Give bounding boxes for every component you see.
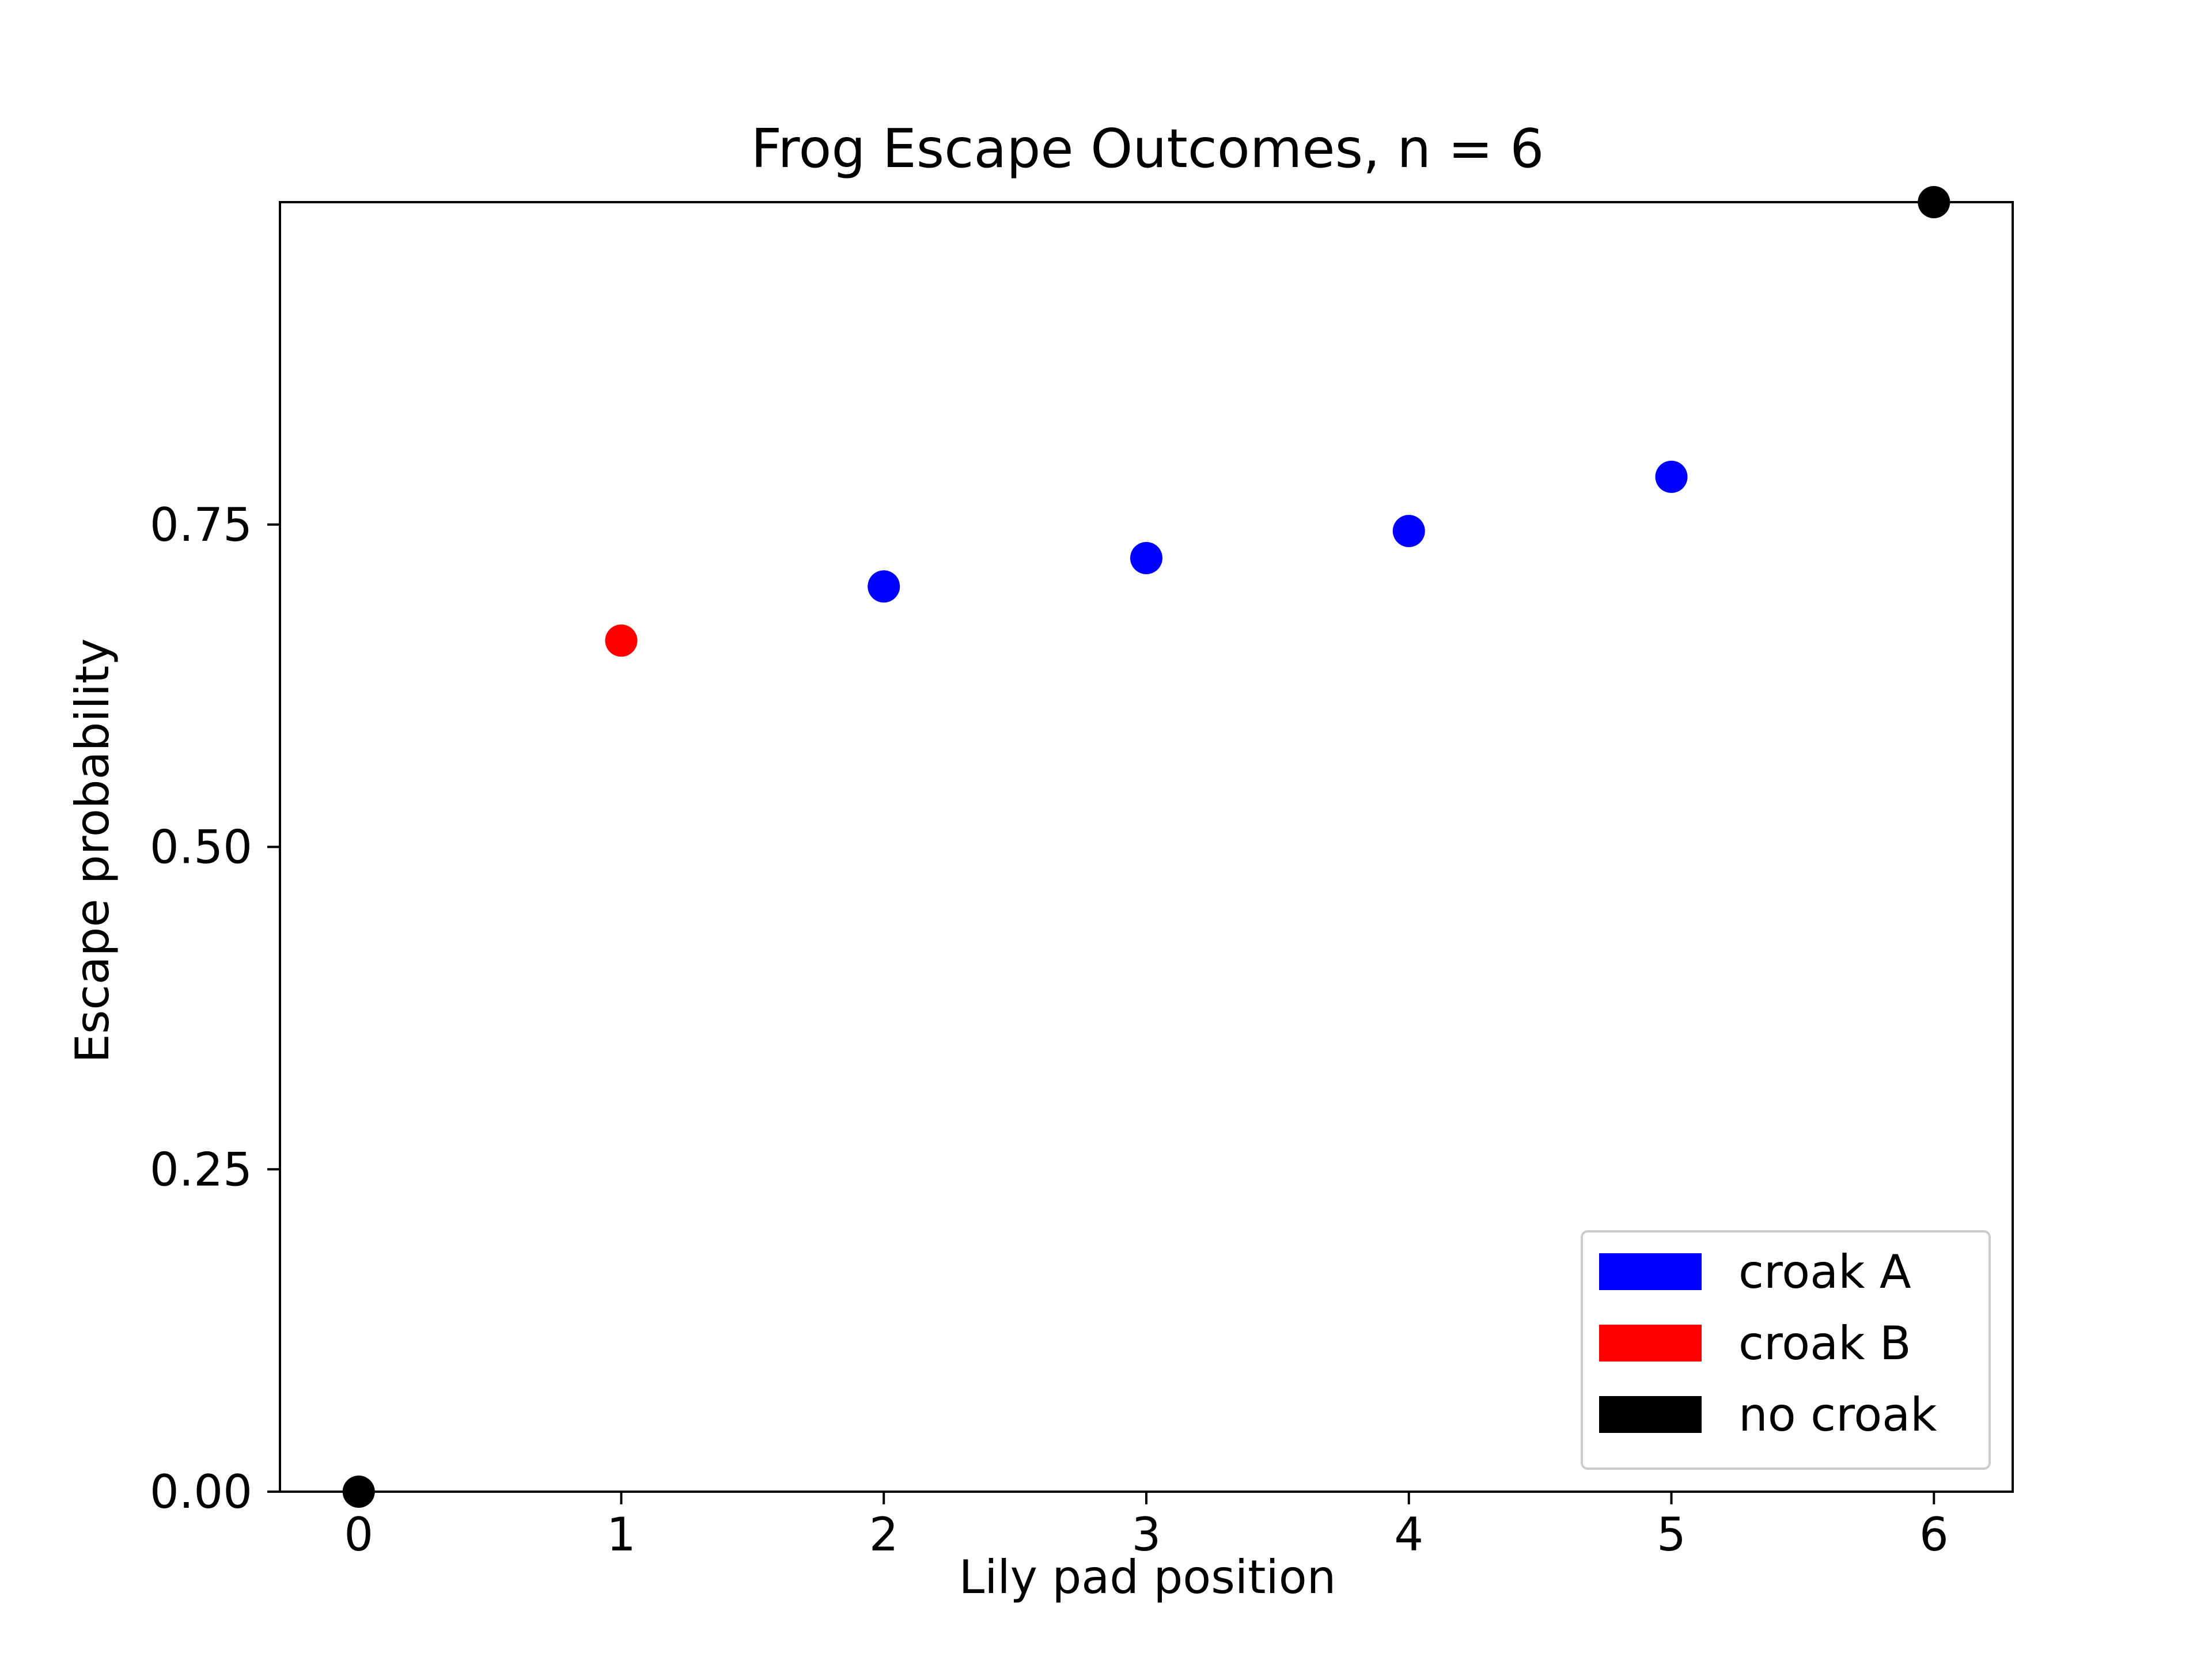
data-point <box>1392 514 1425 547</box>
y-tick-label: 0.75 <box>150 498 252 552</box>
y-tick-label: 0.00 <box>150 1465 252 1519</box>
y-tick-label: 0.50 <box>150 821 252 874</box>
data-point <box>868 570 900 603</box>
x-tick-label: 4 <box>1394 1508 1423 1561</box>
x-tick-label: 1 <box>607 1508 636 1561</box>
legend-swatch <box>1599 1253 1702 1290</box>
x-tick-label: 5 <box>1657 1508 1686 1561</box>
chart-title: Frog Escape Outcomes, n = 6 <box>751 117 1544 180</box>
data-point <box>1130 541 1162 574</box>
x-tick-label: 2 <box>869 1508 899 1561</box>
x-tick-label: 6 <box>1919 1508 1949 1561</box>
data-point <box>1918 186 1950 218</box>
legend-swatch <box>1599 1396 1702 1433</box>
data-point <box>1655 460 1688 493</box>
x-tick-label: 0 <box>344 1508 373 1561</box>
x-tick-label: 3 <box>1132 1508 1161 1561</box>
x-axis-label: Lily pad position <box>959 1550 1336 1604</box>
data-point <box>605 624 638 657</box>
y-axis-label: Escape probability <box>66 638 119 1063</box>
legend-label: croak B <box>1738 1317 1911 1370</box>
legend-swatch <box>1599 1325 1702 1362</box>
legend: croak A croak B no croak <box>1581 1230 1991 1470</box>
legend-label: no croak <box>1738 1388 1937 1442</box>
legend-label: croak A <box>1738 1245 1911 1299</box>
y-tick-label: 0.25 <box>150 1143 252 1196</box>
